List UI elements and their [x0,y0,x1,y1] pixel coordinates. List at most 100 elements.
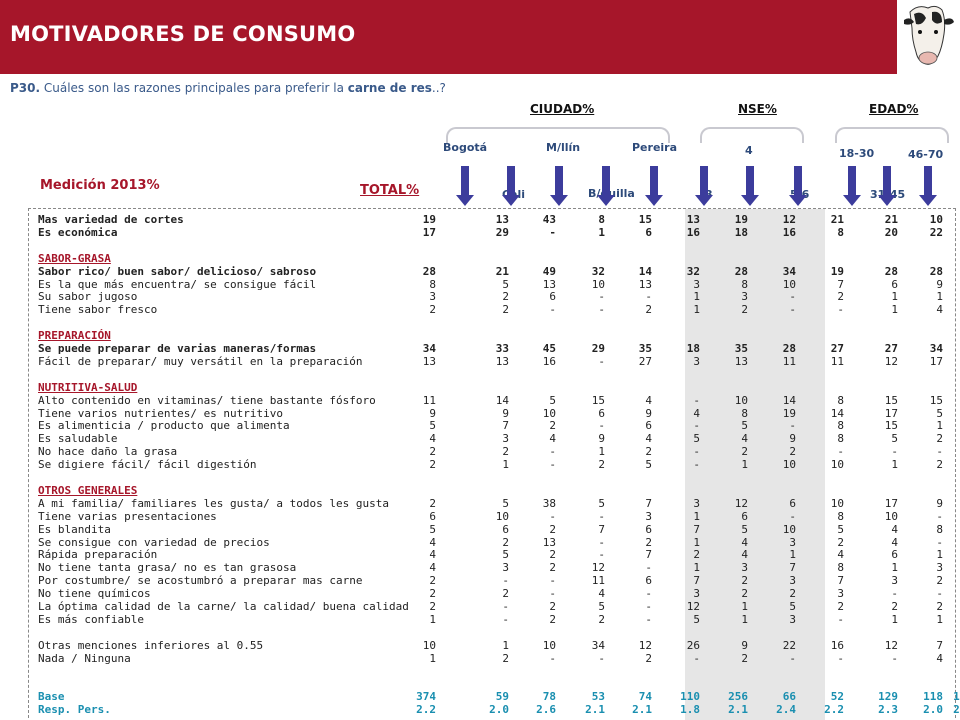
cell-value: 2 [429,303,436,317]
cell-value: 2 [549,612,556,626]
arrow-medellin-icon [550,166,568,206]
cell-value: - [837,303,844,317]
cell-value: 1 [598,225,605,239]
cell-value: 28 [884,264,898,278]
cell-value: - [693,651,700,665]
cell-value: - [598,535,605,549]
cell-value: 28 [734,264,748,278]
cell-value: 8 [837,561,844,575]
cell-value: - [549,458,556,472]
cell-value: 2.1 [632,703,652,717]
cell-value: 34 [591,638,605,652]
cell-value: 1 [933,600,960,613]
cell-value: - [933,303,960,316]
title-banner: MOTIVADORES DE CONSUMO [0,0,897,74]
question-text: P30. Cuáles son las razones principales … [10,81,446,95]
cell-value: 2.0 [489,703,509,717]
cell-value: - [936,587,943,601]
cell-value: 21 [495,264,509,278]
cell-value: 3 [645,509,652,523]
cell-value: 2 [741,574,748,588]
cell-value: 6 [645,522,652,536]
cell-value: 256 [728,690,748,704]
cell-value: 21 [830,213,844,226]
cell-value: - [936,509,943,523]
arrow-barranquilla-icon [597,166,615,206]
cell-value: 2.3 [878,703,898,717]
cell-value: 2 [837,535,844,549]
cell-value: 1 [693,535,700,549]
cell-value: 4 [933,445,960,458]
cell-value: 12 [884,638,898,652]
row-label: Tiene varias presentaciones [38,509,217,523]
arrow-e3145-icon [878,166,896,206]
cell-value: 1 [789,548,796,562]
cell-value: - [549,651,556,665]
cell-value: 4 [837,548,844,562]
cell-value: 78 [542,690,556,704]
cell-value: 3 [693,277,700,291]
cell-value: 2 [837,600,844,613]
row-label: Es la que más encuentra/ se consigue fác… [38,277,317,291]
cell-value: 1 [933,419,960,432]
cell-value: 43 [542,213,556,226]
cell-value: - [693,393,700,407]
cell-value: 16 [542,354,556,368]
cell-value: 2 [502,303,509,317]
cell-value: 22 [929,225,943,239]
cell-value: 374 [416,690,436,704]
cell-value: - [891,587,898,601]
cell-value: 3 [789,535,796,549]
row-label: Por costumbre/ se acostumbró a preparar … [38,574,363,588]
table-row: Se consigue con variedad de precios 4 2 13-… [38,536,948,549]
cell-value: - [549,509,556,523]
cell-value: 6 [645,419,652,433]
cell-value: 2 [429,600,436,613]
cell-value: 22 [782,638,796,652]
cell-value: 2 [741,445,748,459]
cell-value: 1 [502,458,509,472]
cell-value: 13 [638,277,652,291]
cell-value: 2 [645,445,652,459]
cell-value: - [502,600,509,613]
cell-value: 2.0 [923,703,943,717]
cell-value: - [837,612,844,626]
table-frame-left [28,208,29,718]
cell-value: 7 [837,574,844,588]
cell-value: 9 [936,496,943,510]
cell-value: 6 [645,574,652,588]
cell-value: 1 [429,612,436,626]
cell-value: 1 [598,445,605,459]
row-label: No tiene tanta grasa/ no es tan grasosa [38,561,297,575]
cell-value: 1 [936,548,943,562]
cell-value: 11 [591,574,605,588]
cell-value: 2 [598,458,605,472]
cell-value: 1 [693,290,700,304]
arrow-pereira-icon [645,166,663,206]
cell-value: 34 [422,342,436,355]
cell-value: - [891,651,898,665]
row-label: Tiene sabor fresco [38,303,158,317]
col-e1830: 18-30 [839,147,875,160]
cell-value: 2 [936,432,943,446]
cell-value: 2 [936,600,943,613]
cell-value: 5 [936,406,943,420]
cell-value: 6 [598,406,605,420]
cell-value: 24 [933,213,960,226]
cell-value: 14 [830,406,844,420]
cell-value: 52 [830,690,844,704]
cell-value: 4 [741,535,748,549]
cell-value: 10 [830,458,844,472]
row-label: No hace daño la grasa [38,445,178,459]
cell-value: 17 [884,496,898,510]
row-label: Otras menciones inferiores al 0.55 [38,638,264,652]
cell-value: 5 [933,290,960,303]
cell-value: 2 [645,535,652,549]
cell-value: 2 [502,445,509,459]
table-row: La óptima calidad de la carne/ la calida… [38,600,948,613]
cell-value: 4 [741,548,748,562]
